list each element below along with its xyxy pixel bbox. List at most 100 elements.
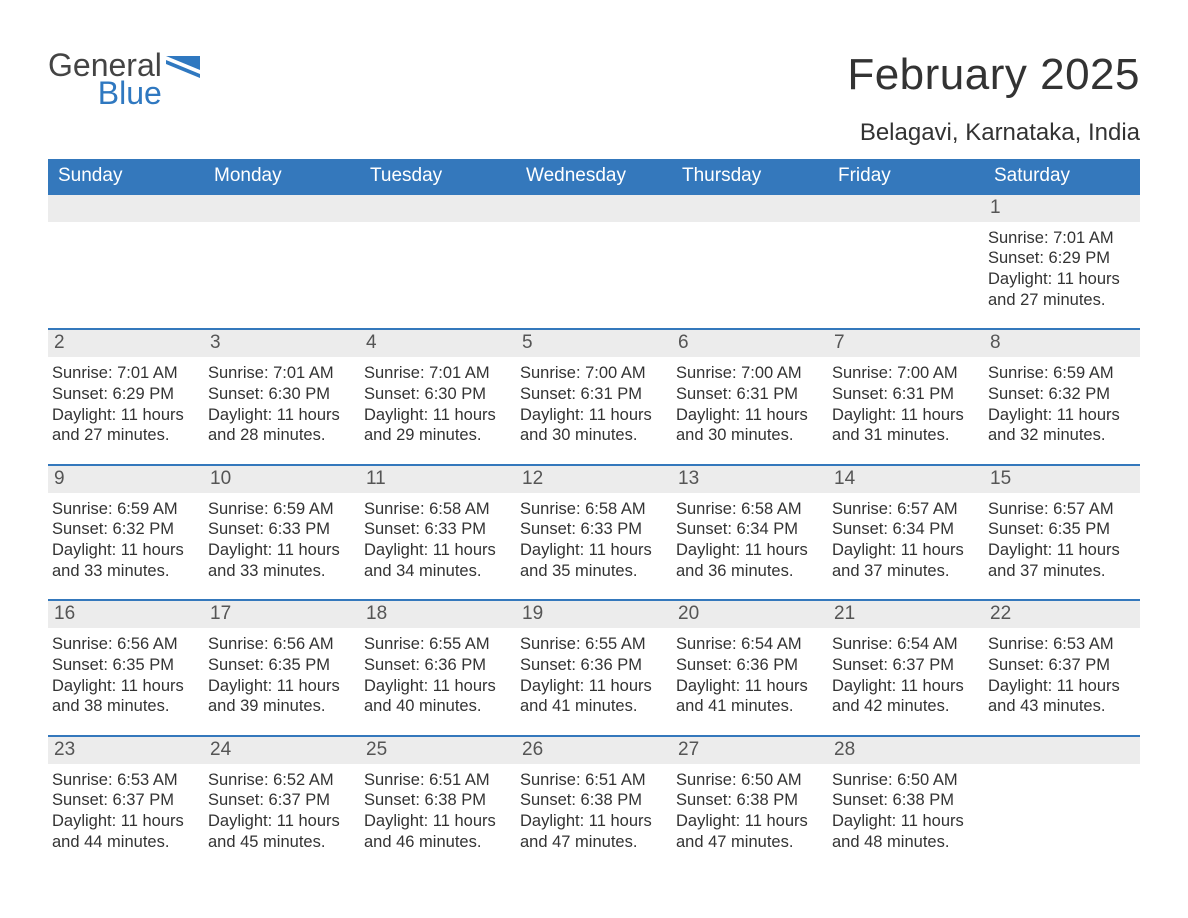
sunset-text: Sunset: 6:34 PM (676, 519, 820, 540)
daylight-text: Daylight: 11 hours and 41 minutes. (520, 676, 664, 717)
day-number: 7 (828, 330, 984, 357)
week-row: Sunrise: 6:56 AM Sunset: 6:35 PM Daylight:… (48, 628, 1140, 717)
weekday-header: Wednesday (516, 159, 672, 195)
day-cell (204, 222, 360, 311)
sunrise-text: Sunrise: 6:56 AM (52, 634, 196, 655)
sunset-text: Sunset: 6:35 PM (988, 519, 1132, 540)
daylight-text: Daylight: 11 hours and 38 minutes. (52, 676, 196, 717)
sunset-text: Sunset: 6:31 PM (832, 384, 976, 405)
daylight-text: Daylight: 11 hours and 45 minutes. (208, 811, 352, 852)
day-cell: Sunrise: 6:55 AMSunset: 6:36 PMDaylight:… (516, 628, 672, 717)
sunset-text: Sunset: 6:29 PM (52, 384, 196, 405)
daylight-text: Daylight: 11 hours and 34 minutes. (364, 540, 508, 581)
weekday-header: Saturday (984, 159, 1140, 195)
day-cell: Sunrise: 6:50 AMSunset: 6:38 PMDaylight:… (672, 764, 828, 853)
sunset-text: Sunset: 6:30 PM (364, 384, 508, 405)
daylight-text: Daylight: 11 hours and 37 minutes. (988, 540, 1132, 581)
sunrise-text: Sunrise: 6:51 AM (520, 770, 664, 791)
daylight-text: Daylight: 11 hours and 30 minutes. (520, 405, 664, 446)
sunset-text: Sunset: 6:37 PM (988, 655, 1132, 676)
daylight-text: Daylight: 11 hours and 44 minutes. (52, 811, 196, 852)
day-cell: Sunrise: 7:01 AMSunset: 6:30 PMDaylight:… (204, 357, 360, 446)
daylight-text: Daylight: 11 hours and 36 minutes. (676, 540, 820, 581)
day-number: 15 (984, 466, 1140, 493)
daylight-text: Daylight: 11 hours and 47 minutes. (520, 811, 664, 852)
sunrise-text: Sunrise: 6:58 AM (520, 499, 664, 520)
day-cell: Sunrise: 7:01 AMSunset: 6:30 PMDaylight:… (360, 357, 516, 446)
logo-line2: Blue (60, 78, 162, 108)
sunset-text: Sunset: 6:36 PM (364, 655, 508, 676)
day-number: 17 (204, 601, 360, 628)
day-cell: Sunrise: 6:56 AMSunset: 6:35 PMDaylight:… (204, 628, 360, 717)
weekday-header-row: Sunday Monday Tuesday Wednesday Thursday… (48, 159, 1140, 195)
day-number: 18 (360, 601, 516, 628)
daynum-row: 9101112131415 (48, 466, 1140, 493)
sunrise-text: Sunrise: 6:55 AM (364, 634, 508, 655)
day-number: 24 (204, 737, 360, 764)
sunrise-text: Sunrise: 7:00 AM (520, 363, 664, 384)
day-number: 12 (516, 466, 672, 493)
day-cell: Sunrise: 7:00 AMSunset: 6:31 PMDaylight:… (516, 357, 672, 446)
day-number: 4 (360, 330, 516, 357)
sunset-text: Sunset: 6:31 PM (676, 384, 820, 405)
location-label: Belagavi, Karnataka, India (48, 119, 1140, 147)
sunrise-text: Sunrise: 6:59 AM (208, 499, 352, 520)
daynum-row: 232425262728 (48, 737, 1140, 764)
day-cell: Sunrise: 6:53 AMSunset: 6:37 PMDaylight:… (984, 628, 1140, 717)
sunrise-text: Sunrise: 6:57 AM (988, 499, 1132, 520)
day-cell: Sunrise: 7:01 AMSunset: 6:29 PMDaylight:… (48, 357, 204, 446)
sunset-text: Sunset: 6:33 PM (520, 519, 664, 540)
sunset-text: Sunset: 6:35 PM (208, 655, 352, 676)
daylight-text: Daylight: 11 hours and 33 minutes. (52, 540, 196, 581)
sunset-text: Sunset: 6:32 PM (52, 519, 196, 540)
sunset-text: Sunset: 6:31 PM (520, 384, 664, 405)
day-cell: Sunrise: 7:01 AMSunset: 6:29 PMDaylight:… (984, 222, 1140, 311)
sunset-text: Sunset: 6:37 PM (52, 790, 196, 811)
daynum-row: 16171819202122 (48, 601, 1140, 628)
week-row: Sunrise: 6:53 AMSunset: 6:37 PMDaylight:… (48, 764, 1140, 853)
sunset-text: Sunset: 6:32 PM (988, 384, 1132, 405)
sunrise-text: Sunrise: 6:52 AM (208, 770, 352, 791)
calendar-page: General Blue February 2025 Belagavi, Kar… (0, 0, 1188, 892)
daylight-text: Daylight: 11 hours and 30 minutes. (676, 405, 820, 446)
day-cell (48, 222, 204, 311)
day-number: 9 (48, 466, 204, 493)
day-number: 27 (672, 737, 828, 764)
day-cell: Sunrise: 6:57 AMSunset: 6:34 PMDaylight:… (828, 493, 984, 582)
sunrise-text: Sunrise: 7:01 AM (208, 363, 352, 384)
day-cell: Sunrise: 6:59 AMSunset: 6:33 PMDaylight:… (204, 493, 360, 582)
day-cell (672, 222, 828, 311)
day-number: 28 (828, 737, 984, 764)
sunset-text: Sunset: 6:38 PM (832, 790, 976, 811)
sunset-text: Sunset: 6:38 PM (676, 790, 820, 811)
week-row: Sunrise: 7:01 AM Sunset: 6:29 PM Daylight:… (48, 357, 1140, 446)
sunrise-text: Sunrise: 6:50 AM (676, 770, 820, 791)
day-cell: Sunrise: 6:56 AMSunset: 6:35 PMDaylight:… (48, 628, 204, 717)
daylight-text: Daylight: 11 hours and 27 minutes. (988, 269, 1132, 310)
sunrise-text: Sunrise: 6:54 AM (832, 634, 976, 655)
daylight-text: Daylight: 11 hours and 35 minutes. (520, 540, 664, 581)
logo-flag-icon (166, 56, 200, 78)
brand-logo: General Blue (48, 50, 200, 109)
sunset-text: Sunset: 6:30 PM (208, 384, 352, 405)
day-cell: Sunrise: 6:55 AMSunset: 6:36 PMDaylight:… (360, 628, 516, 717)
daynum-row: 2345678 (48, 330, 1140, 357)
day-cell (984, 764, 1140, 853)
sunrise-text: Sunrise: 6:53 AM (52, 770, 196, 791)
day-number: 11 (360, 466, 516, 493)
day-cell: Sunrise: 6:53 AMSunset: 6:37 PMDaylight:… (48, 764, 204, 853)
day-number: 2 (48, 330, 204, 357)
day-number: 14 (828, 466, 984, 493)
day-number (984, 737, 1140, 764)
sunset-text: Sunset: 6:37 PM (208, 790, 352, 811)
sunset-text: Sunset: 6:36 PM (520, 655, 664, 676)
week-row: Sunrise: 7:01 AMSunset: 6:29 PMDaylight:… (48, 222, 1140, 311)
sunrise-text: Sunrise: 6:58 AM (364, 499, 508, 520)
daylight-text: Daylight: 11 hours and 29 minutes. (364, 405, 508, 446)
logo-text: General Blue (48, 50, 162, 109)
day-cell: Sunrise: 6:50 AMSunset: 6:38 PMDaylight:… (828, 764, 984, 853)
daylight-text: Daylight: 11 hours and 33 minutes. (208, 540, 352, 581)
daylight-text: Daylight: 11 hours and 40 minutes. (364, 676, 508, 717)
day-number: 3 (204, 330, 360, 357)
day-cell: Sunrise: 6:54 AMSunset: 6:36 PMDaylight:… (672, 628, 828, 717)
